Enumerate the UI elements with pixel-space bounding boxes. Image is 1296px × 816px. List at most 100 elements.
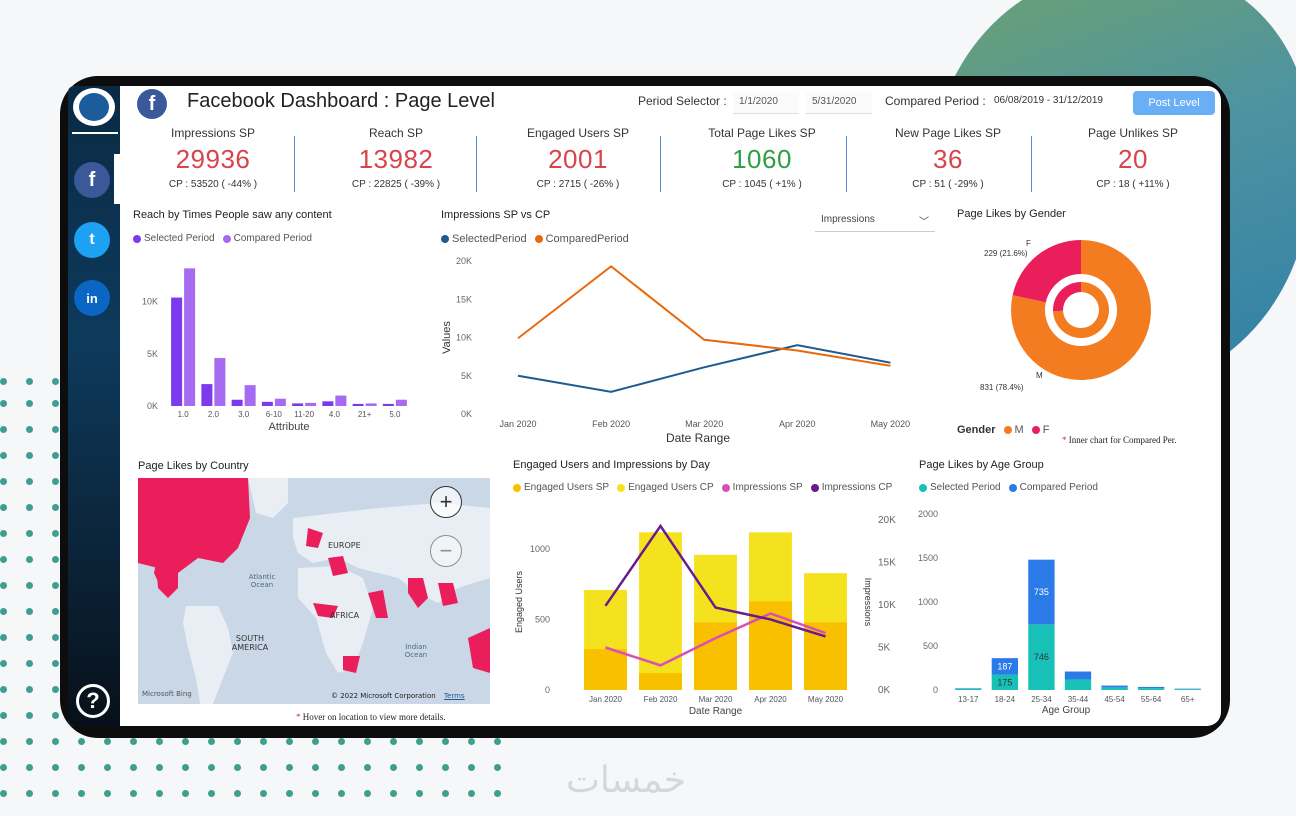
chevron-down-icon: ﹀	[919, 217, 929, 228]
x-axis-title: Attribute	[269, 421, 310, 433]
metric-dropdown[interactable]: Impressions ﹀	[815, 210, 935, 232]
bar-selected	[261, 401, 273, 406]
bar-compared	[214, 358, 226, 406]
label-f-name: F	[1026, 239, 1031, 248]
age-chart-title: Page Likes by Age Group	[919, 459, 1044, 471]
bar-selected	[1174, 689, 1201, 690]
legend-label: Engaged Users SP	[524, 482, 610, 493]
x-tick-label: 1.0	[178, 410, 190, 419]
y2-tick-label: 10K	[878, 600, 896, 611]
period-end-input[interactable]: 5/31/2020	[806, 92, 872, 114]
linkedin-icon[interactable]: in	[74, 280, 110, 316]
x-tick-label: 55-64	[1141, 695, 1162, 704]
donut-slice	[1011, 240, 1151, 380]
bar-selected	[322, 401, 334, 406]
bar-selected	[382, 403, 394, 406]
bar-compared	[1064, 671, 1092, 680]
kpi-label: New Page Likes SP	[894, 126, 1002, 140]
legend-label: Impressions SP	[732, 482, 803, 493]
bar-compared	[184, 268, 196, 406]
gender-legend: Gender M F	[957, 424, 1049, 436]
map-label-south-america: SOUTH AMERICA	[231, 634, 269, 652]
bar-selected	[1137, 688, 1165, 690]
zoom-out-button[interactable]: −	[430, 535, 462, 567]
y2-axis-title: Impressions	[863, 578, 873, 627]
company-logo	[73, 88, 115, 126]
x-tick-label: Mar 2020	[685, 419, 723, 429]
kpi-card: Total Page Likes SP 1060 CP : 1045 ( +1%…	[672, 126, 852, 190]
kpi-compare: CP : 18 ( +11% )	[1096, 179, 1170, 190]
y-tick-label: 5K	[461, 371, 472, 381]
kpi-value: 29936	[175, 144, 251, 174]
kpi-card: Impressions SP 29936 CP : 53520 ( -44% )	[123, 126, 303, 190]
engaged-combo-chart: 0 500 1000 0K 5K 10K 15K 20K Jan 2020 Feb 2020 Mar…	[514, 515, 896, 717]
kpi-label: Total Page Likes SP	[708, 126, 816, 140]
kpi-value: 20	[1118, 144, 1148, 174]
age-group-chart: 0 500 1000 1500 2000 13-17 175 187 18-24 746 735 25…	[918, 509, 1201, 716]
x-tick-label: Jan 2020	[499, 419, 536, 429]
bar-selected	[231, 399, 243, 406]
dashboard-screen: f t in ? f Facebook Dashboard : Page Lev…	[68, 86, 1221, 726]
series-line	[517, 265, 891, 367]
kpi-compare: CP : 53520 ( -44% )	[168, 179, 258, 190]
bar-value-label: 175	[997, 677, 1012, 687]
y2-tick-label: 5K	[878, 643, 891, 654]
engaged-chart-legend: Engaged Users SP Engaged Users CP Impres…	[513, 482, 892, 493]
x-tick-label: 65+	[1181, 695, 1195, 704]
x-tick-label: 5.0	[389, 410, 401, 419]
x-tick-label: Apr 2020	[779, 419, 816, 429]
twitter-icon[interactable]: t	[74, 222, 110, 258]
x-tick-label: 13-17	[958, 695, 979, 704]
kpi-value: 2001	[548, 144, 608, 174]
x-tick-label: Feb 2020	[644, 695, 678, 704]
kpi-divider	[1031, 136, 1032, 192]
impressions-line	[604, 523, 826, 638]
legend-label: Compared Period	[233, 233, 312, 244]
y-tick-label: 10K	[142, 297, 158, 307]
bar-compared	[335, 395, 347, 406]
y-tick-label: 5K	[147, 349, 158, 359]
y-tick-label: 0	[933, 685, 938, 695]
impressions-line-chart: 0K 5K 10K 15K 20K Jan 2020 Feb 2020 Mar 2020 Apr…	[441, 256, 910, 445]
x-axis-title: Date Range	[666, 431, 730, 445]
bar-selected	[171, 297, 183, 406]
kpi-card: Page Unlikes SP 20 CP : 18 ( +11% )	[1043, 126, 1221, 190]
map-label-africa: AFRICA	[330, 611, 360, 620]
y-axis-title: Values	[441, 321, 453, 354]
watermark-logo: خمسات	[566, 760, 687, 801]
x-tick-label: 18-24	[995, 695, 1016, 704]
bar-compared	[395, 399, 407, 406]
bar-compared	[305, 402, 317, 406]
kpi-card: Engaged Users SP 2001 CP : 2715 ( -26% )	[488, 126, 668, 190]
facebook-header-icon: f	[137, 89, 167, 119]
help-icon[interactable]: ?	[76, 684, 110, 718]
kpi-value: 1060	[732, 144, 792, 174]
series-line	[517, 344, 891, 393]
bar-compared	[244, 385, 256, 406]
kpi-divider	[660, 136, 661, 192]
legend-label: Selected Period	[144, 233, 215, 244]
period-start-input[interactable]: 1/1/2020	[733, 92, 799, 114]
legend-title: Gender	[957, 424, 996, 436]
donut-slice	[1053, 282, 1081, 312]
terms-link[interactable]: Terms	[444, 692, 465, 700]
x-tick-label: Apr 2020	[754, 695, 787, 704]
kpi-divider	[846, 136, 847, 192]
map-copyright: © 2022 Microsoft Corporation	[331, 692, 436, 700]
compared-period-value: 06/08/2019 - 31/12/2019	[994, 95, 1103, 106]
kpi-compare: CP : 51 ( -29% )	[912, 179, 984, 190]
country-map[interactable]: EUROPE Atlantic Ocean AFRICA SOUTH AMERI…	[138, 478, 490, 704]
legend-label: Compared Period	[1019, 482, 1098, 493]
facebook-icon[interactable]: f	[74, 162, 110, 198]
post-level-button[interactable]: Post Level	[1133, 91, 1215, 115]
label-m-name: M	[1036, 371, 1043, 380]
world-map-shapes	[138, 478, 490, 704]
donut-slice	[1012, 240, 1081, 303]
kpi-card: Reach SP 13982 CP : 22825 ( -39% )	[306, 126, 486, 190]
legend-label: Engaged Users CP	[628, 482, 714, 493]
y-tick-label: 1000	[918, 597, 938, 607]
zoom-in-button[interactable]: +	[430, 486, 462, 518]
map-label-europe: EUROPE	[328, 541, 361, 550]
bar-engaged-sp	[804, 622, 847, 690]
